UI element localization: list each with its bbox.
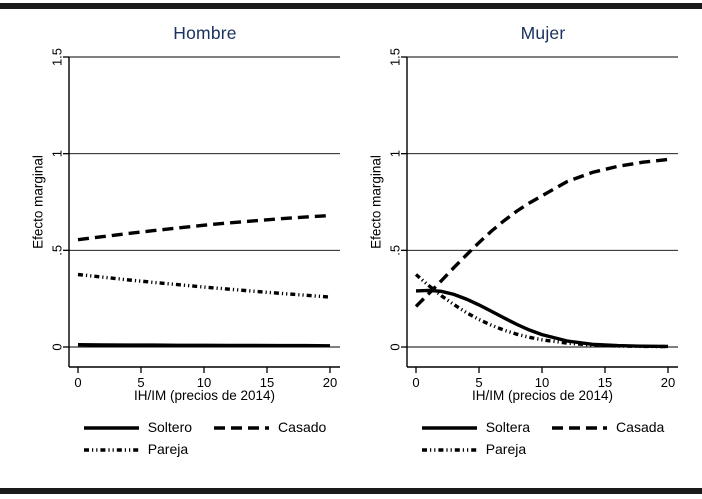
plot-mujer: 0 .5 1 1.5 0 5 10 15 20 Efecto marginal IH/IM (pre… <box>369 48 678 403</box>
legend-row: Pareja <box>83 441 189 458</box>
legend: Soltero Casado Pareja <box>83 419 326 463</box>
x-tick-label: 5 <box>475 375 482 390</box>
legend-label: Soltero <box>147 419 193 435</box>
legend-item-pareja: Pareja <box>421 441 527 458</box>
legend-label: Soltera <box>485 419 531 435</box>
top-rule <box>0 3 702 9</box>
x-tick-label: 0 <box>74 375 81 390</box>
panels: Hombre 0.5 1 1.5 0 5 10 15 20 Efecto marginal IH/… <box>0 9 702 463</box>
legend: Soltera Casada Pareja <box>421 419 664 463</box>
panel-title: Mujer <box>520 23 566 43</box>
y-tick-label: .5 <box>388 245 403 256</box>
bottom-rule <box>0 488 702 494</box>
x-tick-label: 5 <box>137 375 144 390</box>
panel-mujer: Mujer 0 .5 1 1.5 0 5 10 15 20 Efecto marginal IH/I… <box>354 19 684 463</box>
y-tick-label: 1 <box>50 150 65 157</box>
y-tick-label: 0 <box>50 343 65 350</box>
x-tick-label: 10 <box>535 375 549 390</box>
legend-row: Soltero Casado <box>83 419 326 436</box>
y-tick-label: 1 <box>388 150 403 157</box>
legend-label: Pareja <box>147 441 189 457</box>
legend-item-casado: Casado <box>214 419 326 436</box>
legend-swatch-solid <box>421 425 477 430</box>
x-axis-label: IH/IM (precios de 2014) <box>134 388 275 403</box>
y-tick-label: 0 <box>388 343 403 350</box>
legend-swatch-dash-dot-dot <box>83 447 139 452</box>
x-tick-label: 20 <box>661 375 675 390</box>
legend-item-soltera: Soltera <box>421 419 531 436</box>
legend-label: Casado <box>278 419 327 435</box>
legend-swatch-dash <box>214 425 270 430</box>
legend-row: Soltera Casada <box>421 419 664 436</box>
legend-item-casada: Casada <box>552 419 664 436</box>
x-tick-label: 20 <box>323 375 337 390</box>
series-soltero <box>77 343 331 348</box>
legend-swatch-dash <box>552 425 608 430</box>
series-casada <box>414 157 669 308</box>
x-tick-label: 15 <box>598 375 612 390</box>
legend-label: Pareja <box>485 441 527 457</box>
y-tick-label: .5 <box>50 245 65 256</box>
x-tick-label: 10 <box>197 375 211 390</box>
y-tick-label: 1.5 <box>50 48 65 66</box>
legend-swatch-solid <box>83 425 139 430</box>
series-pareja <box>77 272 331 299</box>
x-tick-label: 15 <box>260 375 274 390</box>
series-casado <box>77 213 331 242</box>
series-pareja <box>414 273 669 349</box>
series-soltera <box>415 288 669 349</box>
panel-hombre: Hombre 0 .5 1 1.5 0 5 10 15 20 Efecto marginal IH/… <box>16 19 346 463</box>
legend-item-soltero: Soltero <box>83 419 193 436</box>
x-tick-label: 0 <box>412 375 419 390</box>
y-axis-label: Efecto marginal <box>31 155 46 249</box>
y-axis-label: Efecto marginal <box>369 155 384 249</box>
legend-row: Pareja <box>421 441 527 458</box>
legend-item-pareja: Pareja <box>83 441 189 458</box>
panel-title: Hombre <box>173 23 237 43</box>
legend-label: Casada <box>616 419 665 435</box>
x-axis-label: IH/IM (precios de 2014) <box>472 388 613 403</box>
legend-swatch-dash-dot-dot <box>421 447 477 452</box>
y-tick-label: 1.5 <box>388 48 403 66</box>
plot-hombre: 0 .5 1 1.5 0 5 10 15 20 Efecto marginal IH/IM (pre… <box>31 48 340 403</box>
